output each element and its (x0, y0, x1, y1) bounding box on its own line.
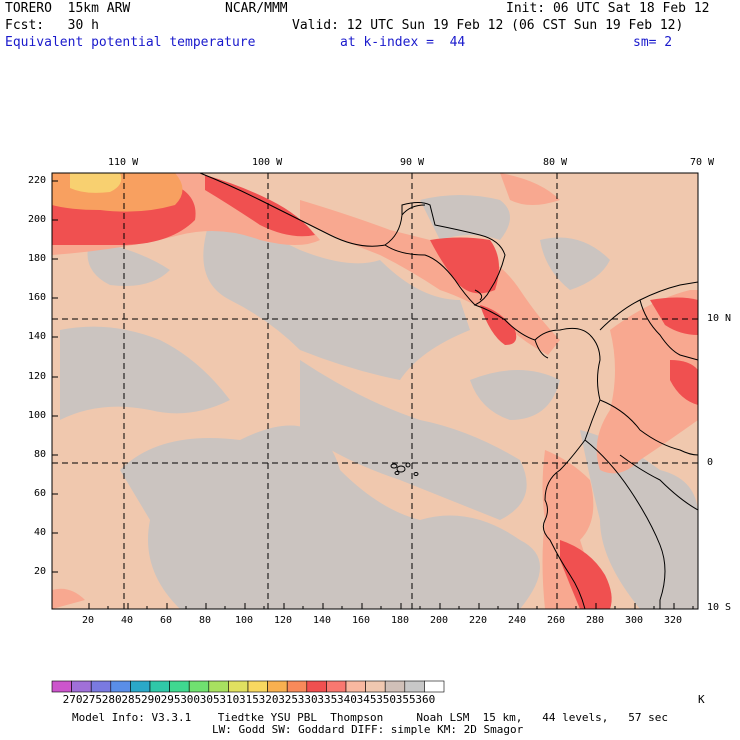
map-plot-area (51, 172, 699, 610)
colorbar-swatch (345, 680, 366, 693)
colorbar-label: 360 (415, 693, 436, 706)
level-index: at k-index = 44 (340, 35, 466, 50)
colorbar-label: 355 (395, 693, 416, 706)
colorbar-label: 325 (278, 693, 299, 706)
graticule (52, 173, 698, 609)
colorbar-swatch (424, 680, 445, 693)
y-tick: 220 (27, 175, 46, 186)
x-tick: 260 (547, 615, 566, 626)
lat-label: 0 (707, 457, 714, 468)
colorbar-swatch (306, 680, 327, 693)
lon-label: 70 W (690, 157, 715, 168)
colorbar-label: 320 (258, 693, 279, 706)
colorbar-swatch (90, 680, 112, 693)
colorbar-label: 335 (317, 693, 338, 706)
x-tick: 80 (199, 615, 212, 626)
gray-region (60, 195, 699, 609)
axis-ticks (52, 180, 694, 609)
x-tick: 280 (586, 615, 605, 626)
x-tick: 60 (160, 615, 173, 626)
lon-label: 90 W (400, 157, 425, 168)
x-tick: 140 (313, 615, 332, 626)
x-tick: 300 (625, 615, 644, 626)
colorbar-label: 275 (82, 693, 103, 706)
y-tick: 60 (33, 488, 46, 499)
x-tick: 120 (274, 615, 293, 626)
x-tick: 240 (508, 615, 527, 626)
colorbar-swatch (286, 680, 308, 693)
y-tick: 180 (27, 253, 46, 264)
colorbar-swatch (208, 680, 229, 693)
y-tick: 200 (27, 214, 46, 225)
colorbar-label: 350 (376, 693, 397, 706)
colorbar-swatch (247, 680, 268, 693)
x-tick: 180 (391, 615, 410, 626)
y-tick: 80 (33, 449, 46, 460)
galapagos-islands (390, 462, 419, 476)
x-tick: 320 (664, 615, 683, 626)
lat-label: 10 S (707, 602, 732, 613)
colorbar-swatch (326, 680, 347, 693)
colorbar-label: 345 (356, 693, 377, 706)
y-tick: 20 (33, 566, 46, 577)
colorbar-label: 290 (141, 693, 161, 706)
warm-region (52, 173, 183, 212)
x-tick: 220 (469, 615, 488, 626)
colorbar-swatch (404, 680, 425, 693)
lon-label: 80 W (543, 157, 568, 168)
physics-info: LW: Godd SW: Goddard DIFF: simple KM: 2D… (212, 723, 524, 736)
y-tick: 40 (33, 527, 46, 538)
colorbar-label: 270 (62, 693, 83, 706)
smoothing: sm= 2 (633, 35, 673, 50)
lat-label: 10 N (707, 313, 732, 324)
colorbar-label: 340 (337, 693, 357, 706)
model-title: TORERO 15km ARW (5, 1, 131, 16)
colorbar-swatch (267, 680, 288, 693)
colorbar-label: 285 (121, 693, 142, 706)
colorbar (51, 680, 445, 693)
colorbar-swatch (365, 680, 386, 693)
lon-label: 110 W (108, 157, 139, 168)
colorbar-swatch (384, 680, 406, 693)
colorbar-label: 280 (101, 693, 122, 706)
x-tick: 20 (82, 615, 95, 626)
colorbar-swatch (169, 680, 190, 693)
field-name: Equivalent potential temperature (5, 35, 256, 50)
model-info: Model Info: V3.3.1 Tiedtke YSU PBL Thomp… (72, 711, 669, 724)
colorbar-swatch (71, 680, 92, 693)
colorbar-label: 310 (219, 693, 240, 706)
colorbar-swatch (110, 680, 131, 693)
y-tick: 100 (27, 410, 46, 421)
map-frame (51, 172, 699, 610)
colorbar-swatch (130, 680, 151, 693)
y-tick: 140 (27, 331, 46, 342)
x-tick: 200 (430, 615, 449, 626)
x-tick: 100 (235, 615, 254, 626)
colorbar-unit: K (698, 693, 705, 706)
x-tick: 160 (352, 615, 371, 626)
colorbar-swatch (51, 680, 72, 693)
colorbar-label: 305 (199, 693, 220, 706)
valid-time: Valid: 12 UTC Sun 19 Feb 12 (06 CST Sun … (292, 18, 684, 33)
colorbar-swatch (228, 680, 249, 693)
colorbar-label: 330 (297, 693, 318, 706)
y-tick: 120 (27, 371, 46, 382)
colorbar-label: 295 (160, 693, 181, 706)
colorbar-swatch (188, 680, 210, 693)
y-tick: 160 (27, 292, 46, 303)
center-name: NCAR/MMM (225, 1, 288, 16)
forecast-hour: Fcst: 30 h (5, 18, 99, 33)
lon-label: 100 W (252, 157, 283, 168)
colorbar-swatch (149, 680, 170, 693)
x-tick: 40 (121, 615, 134, 626)
init-time: Init: 06 UTC Sat 18 Feb 12 (506, 1, 710, 16)
colorbar-label: 300 (180, 693, 201, 706)
colorbar-label: 315 (239, 693, 259, 706)
